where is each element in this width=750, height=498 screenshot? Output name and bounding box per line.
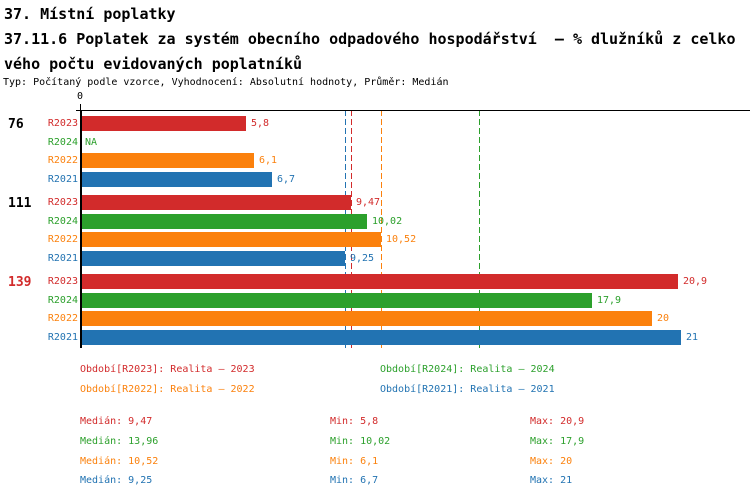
- bar-r2023-group-111: [80, 195, 351, 210]
- legend-item-r2024: Období[R2024]: Realita – 2024: [380, 364, 555, 375]
- median-line-r2022: [381, 110, 382, 348]
- bar-label-r2022: R2022: [47, 155, 78, 166]
- median-line-r2021: [345, 110, 346, 348]
- bar-label-r2024: R2024: [47, 215, 78, 227]
- bar-value-r2024-group-76: NA: [85, 136, 98, 148]
- bar-value-r2022-group-139: 20: [657, 313, 670, 324]
- group-label-111: 111: [8, 196, 32, 211]
- bar-r2023-group-76: [80, 116, 246, 131]
- bar-label-r2021: R2021: [47, 173, 78, 185]
- bar-label-r2021: R2021: [47, 331, 78, 343]
- stat-max-r2023: Max: 20,9: [530, 416, 585, 427]
- bar-label-r2024: R2024: [47, 136, 78, 148]
- bar-r2021-group-139: [80, 329, 681, 345]
- group-label-139: 139: [8, 275, 32, 290]
- bar-label-r2023: R2023: [47, 276, 78, 287]
- x-axis-line: [76, 110, 750, 111]
- y-axis-line: [80, 110, 82, 348]
- bar-label-r2024: R2024: [47, 294, 78, 306]
- bar-value-r2023-group-111: 9,47: [356, 197, 381, 208]
- stat-max-r2021: Max: 21: [530, 475, 573, 486]
- stat-median-r2024: Medián: 13,96: [80, 436, 159, 447]
- indicator-meta: Typ: Počítaný podle vzorce, Vyhodnocení:…: [3, 77, 449, 88]
- legend-item-r2021: Období[R2021]: Realita – 2021: [380, 384, 555, 395]
- bar-r2024-group-139: [80, 292, 592, 308]
- stat-min-r2023: Min: 5,8: [330, 416, 379, 427]
- x-axis-zero-tick-label: 0: [76, 91, 84, 102]
- legend-item-r2023: Období[R2023]: Realita – 2023: [80, 364, 255, 375]
- indicator-title-line2: vého počtu evidovaných poplatníků: [4, 55, 303, 73]
- bar-label-r2022: R2022: [47, 234, 78, 245]
- indicator-title-line1: 37.11.6 Poplatek za systém obecního odpa…: [4, 30, 736, 48]
- bar-r2022-group-111: [80, 232, 381, 247]
- bar-label-r2023: R2023: [47, 118, 78, 129]
- stat-median-r2021: Medián: 9,25: [80, 475, 153, 486]
- bar-value-r2024-group-111: 10,02: [372, 215, 403, 227]
- bar-r2021-group-111: [80, 250, 345, 266]
- stat-min-r2024: Min: 10,02: [330, 436, 391, 447]
- bar-label-r2021: R2021: [47, 252, 78, 264]
- bar-label-r2023: R2023: [47, 197, 78, 208]
- report-title: 37. Místní poplatky: [4, 5, 176, 23]
- bar-r2024-group-111: [80, 213, 367, 229]
- stat-min-r2021: Min: 6,7: [330, 475, 379, 486]
- stat-max-r2022: Max: 20: [530, 456, 573, 467]
- legend-item-r2022: Období[R2022]: Realita – 2022: [80, 384, 255, 395]
- stat-median-r2022: Medián: 10,52: [80, 456, 159, 467]
- bar-label-r2022: R2022: [47, 313, 78, 324]
- bar-value-r2021-group-139: 21: [686, 331, 699, 343]
- stat-max-r2024: Max: 17,9: [530, 436, 585, 447]
- bar-r2023-group-139: [80, 274, 678, 289]
- bar-value-r2022-group-76: 6,1: [259, 155, 278, 166]
- bar-value-r2023-group-139: 20,9: [683, 276, 708, 287]
- bar-r2022-group-76: [80, 153, 254, 168]
- stat-min-r2022: Min: 6,1: [330, 456, 379, 467]
- median-line-r2024: [479, 110, 480, 348]
- bar-r2022-group-139: [80, 311, 652, 326]
- bar-value-r2023-group-76: 5,8: [251, 118, 270, 129]
- bar-value-r2024-group-139: 17,9: [597, 294, 622, 306]
- bar-value-r2021-group-111: 9,25: [350, 252, 375, 264]
- bar-value-r2022-group-111: 10,52: [386, 234, 417, 245]
- bar-value-r2021-group-76: 6,7: [277, 173, 296, 185]
- x-axis-zero-tick: [80, 104, 81, 110]
- group-label-76: 76: [8, 117, 24, 132]
- median-line-r2023: [351, 110, 352, 348]
- stat-median-r2023: Medián: 9,47: [80, 416, 153, 427]
- bar-r2021-group-76: [80, 171, 272, 187]
